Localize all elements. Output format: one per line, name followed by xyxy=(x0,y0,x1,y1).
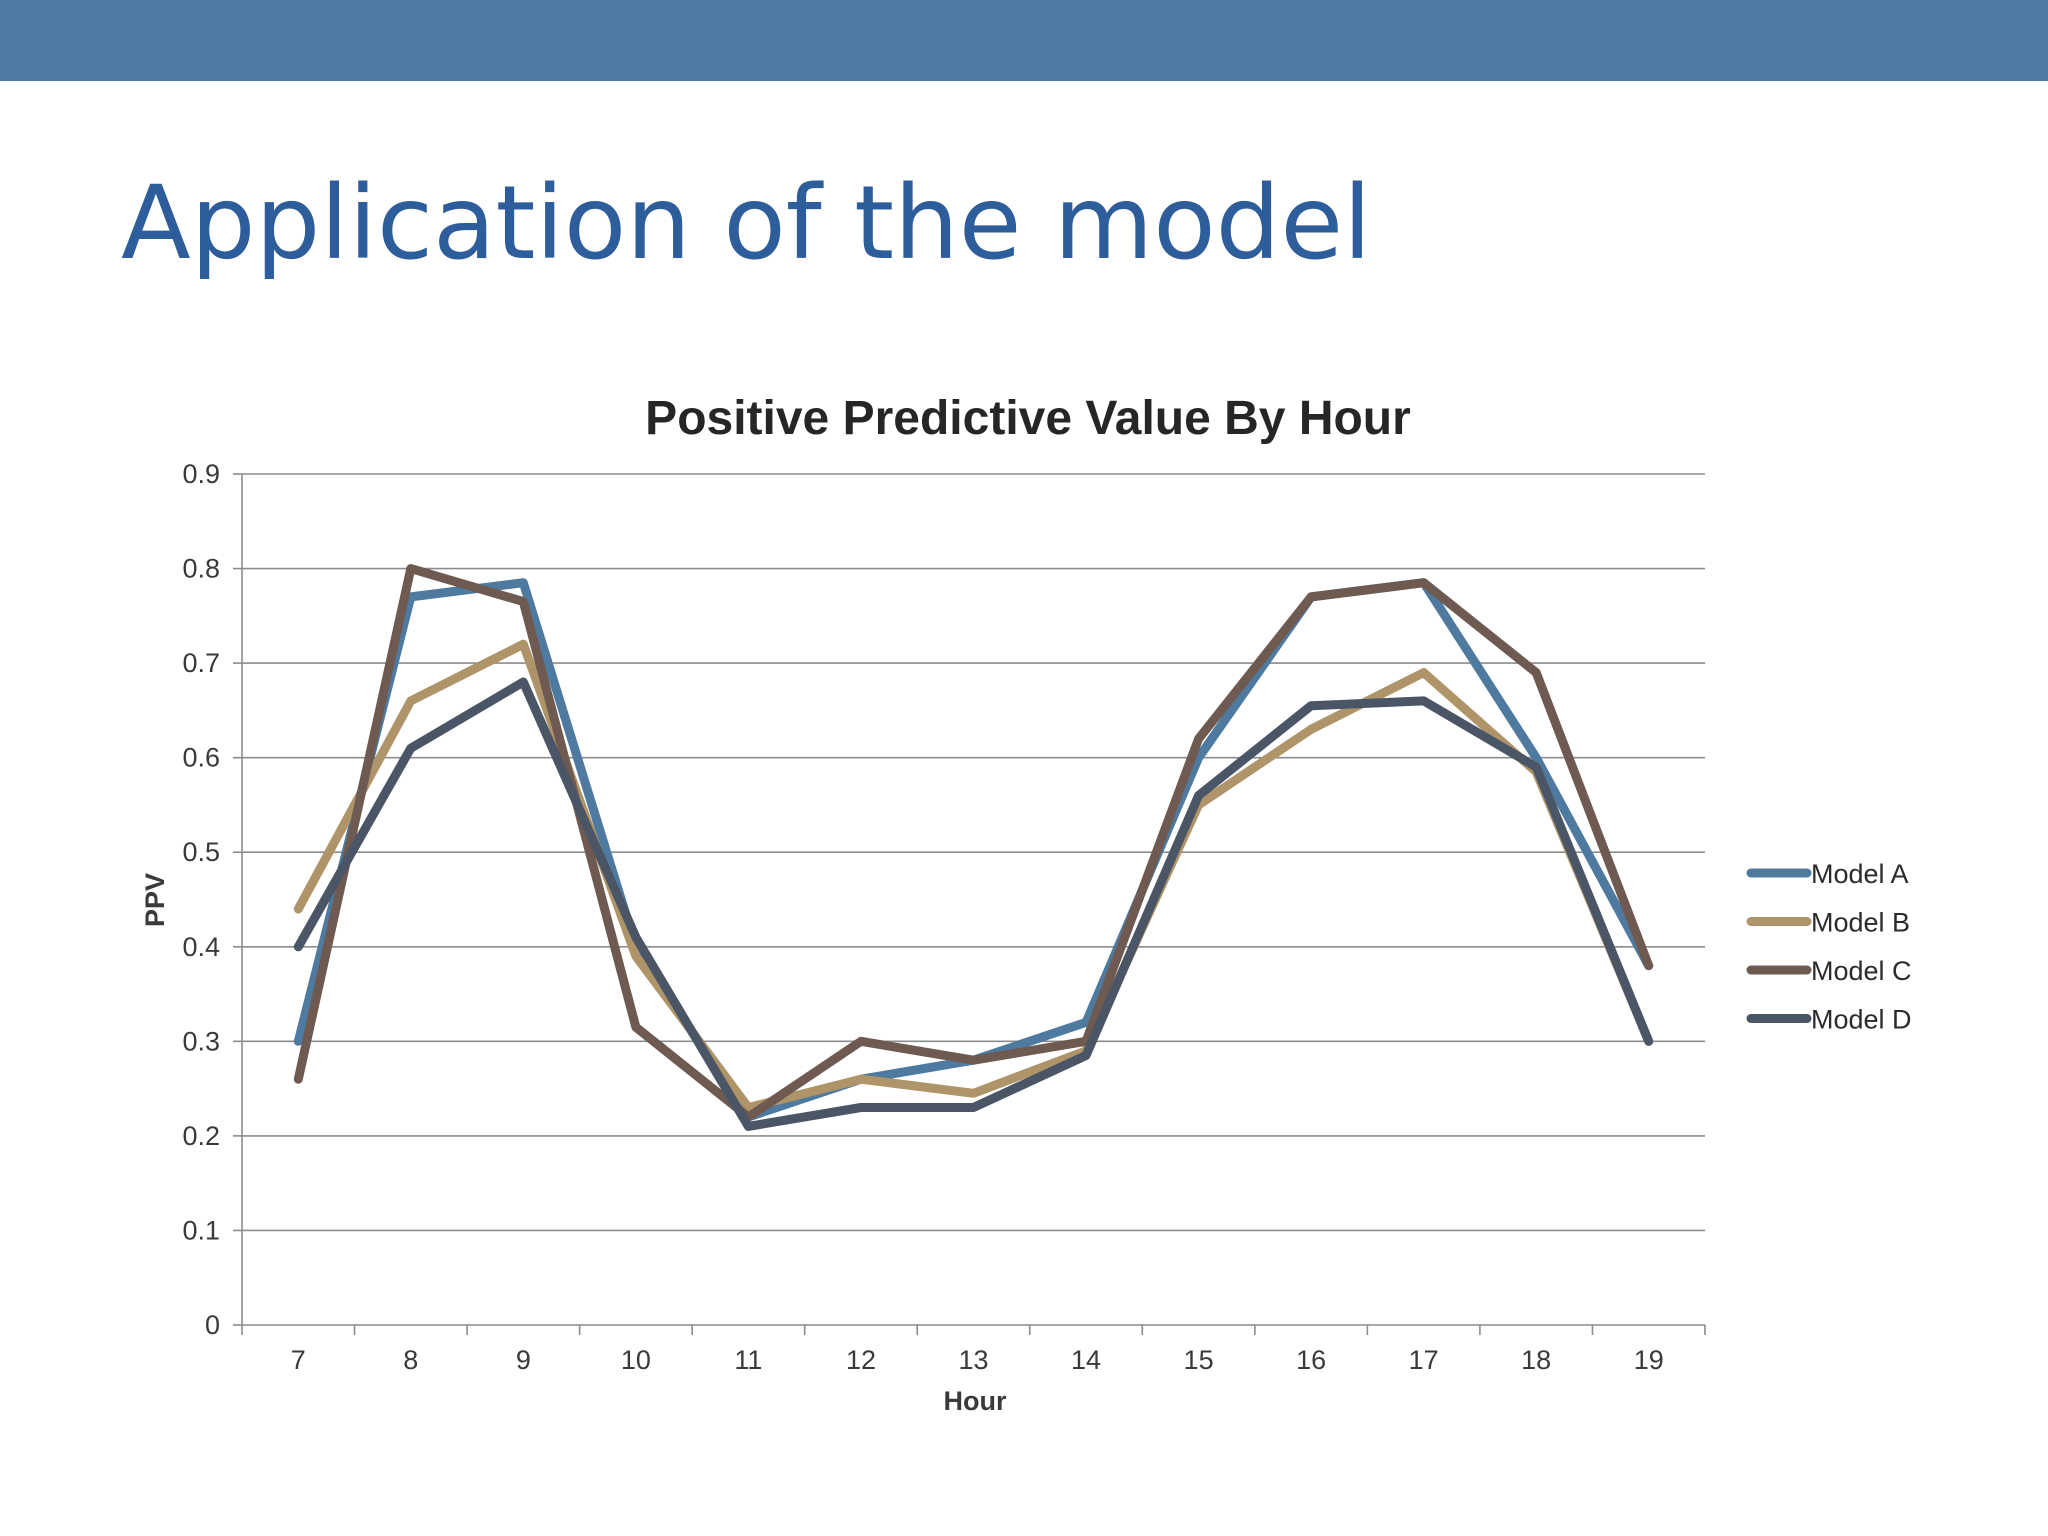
legend-label: Model C xyxy=(1811,956,1912,986)
x-tick-label: 11 xyxy=(734,1345,762,1375)
gridlines xyxy=(242,473,1705,1232)
x-axis-title: Hour xyxy=(944,1386,1007,1416)
x-tick-label: 19 xyxy=(1634,1345,1664,1375)
legend: Model A Model B Model C Model D xyxy=(1746,859,1912,1035)
x-tick-label: 13 xyxy=(958,1345,988,1375)
y-axis-title: PPV xyxy=(140,873,170,927)
legend-label: Model A xyxy=(1811,859,1909,889)
series-line-model-d xyxy=(293,677,1654,1131)
x-tick-label: 12 xyxy=(846,1345,876,1375)
x-tick-label: 18 xyxy=(1521,1345,1551,1375)
x-tick-label: 14 xyxy=(1071,1345,1101,1375)
legend-label: Model B xyxy=(1811,908,1910,938)
y-tick-label: 0.7 xyxy=(182,648,220,678)
x-tick-label: 7 xyxy=(291,1345,306,1375)
series-line-model-b xyxy=(293,639,1654,1112)
y-tick-label: 0.9 xyxy=(182,459,220,489)
series-lines xyxy=(293,564,1654,1131)
y-tick-label: 0.8 xyxy=(182,554,220,584)
y-tick-label: 0.6 xyxy=(182,743,220,773)
axes: 0 0.1 0.2 0.3 0.4 0.5 0.6 0.7 0.8 0.9 7 8 9 10 11 12 13 1… xyxy=(182,459,1706,1375)
x-tick-label: 8 xyxy=(403,1345,418,1375)
y-tick-label: 0.4 xyxy=(182,932,220,962)
x-tick-label: 15 xyxy=(1184,1345,1214,1375)
slide-title: Application of the model xyxy=(121,164,1372,283)
y-tick-label: 0 xyxy=(205,1310,220,1340)
legend-label: Model D xyxy=(1811,1005,1912,1035)
x-tick-label: 17 xyxy=(1409,1345,1439,1375)
y-tick-label: 0.3 xyxy=(182,1026,220,1056)
series-line-model-c xyxy=(293,564,1654,1122)
y-tick-label: 0.2 xyxy=(182,1121,220,1151)
y-tick-label: 0.5 xyxy=(182,837,220,867)
x-tick-label: 9 xyxy=(516,1345,531,1375)
chart-title: Positive Predictive Value By Hour xyxy=(645,392,1411,445)
x-tick-label: 10 xyxy=(621,1345,651,1375)
x-tick-label: 16 xyxy=(1296,1345,1326,1375)
top-bar xyxy=(0,0,2048,81)
y-tick-label: 0.1 xyxy=(182,1215,220,1245)
